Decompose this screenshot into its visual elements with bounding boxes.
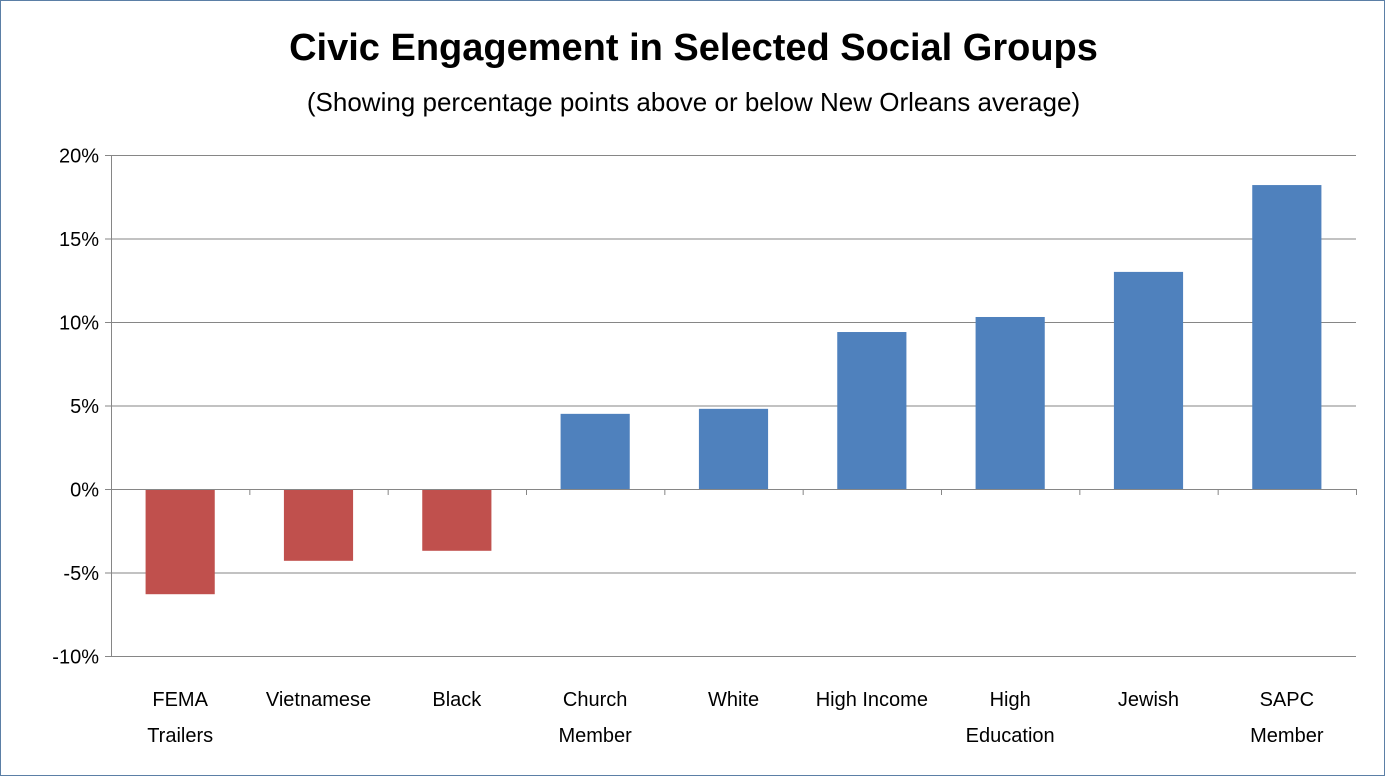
bar (1252, 185, 1322, 489)
y-tick-label: 0% (70, 480, 99, 502)
x-category-label: Trailers (147, 725, 213, 747)
y-tick-label: 20% (59, 146, 99, 168)
bar (145, 489, 215, 595)
bars (145, 185, 1322, 595)
bar (1113, 271, 1184, 489)
axes (105, 155, 1357, 657)
x-category-label: SAPC (1260, 689, 1314, 711)
bar (422, 489, 492, 551)
x-category-label: Vietnamese (266, 689, 371, 711)
bar (698, 408, 769, 489)
x-category-label: White (708, 689, 759, 711)
y-tick-label: 15% (59, 229, 99, 251)
bar (283, 489, 354, 561)
y-tick-label: -10% (52, 647, 99, 669)
x-category-label: FEMA (152, 689, 208, 711)
x-category-label: Church (563, 689, 627, 711)
x-category-label: Jewish (1118, 689, 1179, 711)
bar (837, 332, 907, 489)
x-category-label: High Income (816, 689, 928, 711)
x-category-label: Black (432, 689, 482, 711)
chart-subtitle: (Showing percentage points above or belo… (306, 87, 1081, 117)
y-tick-label: 5% (70, 396, 99, 418)
x-category-label: Education (966, 725, 1055, 747)
labels: -10% -5% 0% 5% 10% 15% 20% FEMA Trailers Vietname… (52, 146, 1324, 748)
bar (975, 316, 1045, 489)
x-category-label: Member (1250, 725, 1324, 747)
x-category-label: High (990, 689, 1031, 711)
y-tick-label: 10% (59, 313, 99, 335)
x-category-label: Member (558, 725, 632, 747)
bar (560, 413, 630, 489)
chart-title: Civic Engagement in Selected Social Grou… (289, 27, 1098, 69)
y-tick-label: -5% (63, 563, 99, 585)
